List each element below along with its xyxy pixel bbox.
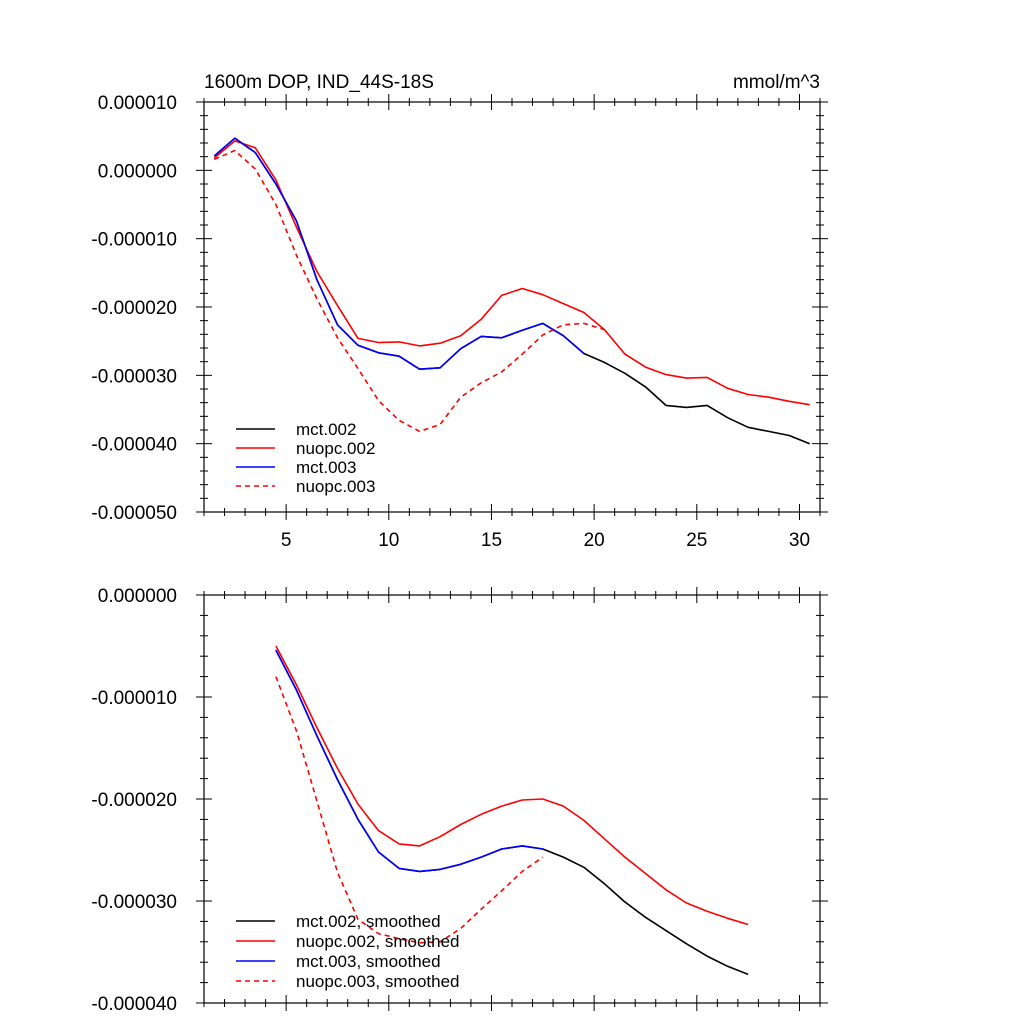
x-tick-label: 5 [281, 530, 292, 551]
y-tick-label: -0.000020 [91, 298, 177, 319]
x-tick-label: 20 [584, 530, 605, 551]
y-tick-label: -0.000010 [91, 230, 177, 251]
legend-label-3: nuopc.003 [296, 477, 375, 496]
plot-frame [203, 101, 821, 513]
legend-label-2: mct.003 [296, 458, 356, 477]
y-tick-label: -0.000030 [91, 366, 177, 387]
x-tick-label: 30 [789, 530, 810, 551]
series-line-1 [213, 140, 810, 406]
top-panel-title: 1600m DOP, IND_44S-18S [204, 72, 434, 93]
x-tick-label: 25 [686, 530, 707, 551]
plot-frame [203, 594, 821, 1004]
x-tick-label: 10 [378, 530, 399, 551]
series-line-2 [275, 649, 543, 873]
top-panel: 1600m DOP, IND_44S-18S mmol/m^3 0.000010… [91, 72, 828, 551]
y-tick-label: 0.000010 [98, 93, 177, 114]
legend-label-1: nuopc.002 [296, 439, 375, 458]
y-tick-label: -0.000040 [91, 435, 177, 456]
y-tick-label: -0.000050 [91, 503, 177, 524]
y-tick-label: 0.000000 [98, 161, 177, 182]
series-line-2 [213, 137, 585, 371]
top-panel-units: mmol/m^3 [733, 72, 820, 93]
y-tick-label: -0.000010 [91, 688, 177, 709]
legend-label-0: mct.002, smoothed [296, 912, 441, 931]
y-tick-label: -0.000040 [91, 994, 177, 1015]
series-line-1 [275, 645, 749, 926]
legend-label-3: nuopc.003, smoothed [296, 972, 460, 991]
series-line-3 [213, 149, 605, 433]
x-tick-label: 15 [481, 530, 502, 551]
y-tick-label: -0.000020 [91, 790, 177, 811]
legend-label-2: mct.003, smoothed [296, 952, 441, 971]
y-tick-label: -0.000030 [91, 892, 177, 913]
bottom-panel: 0.000000 -0.000010 -0.000020 -0.000030 -0.00… [91, 586, 828, 1015]
series-line-3 [275, 676, 544, 944]
series-line-0 [213, 137, 810, 445]
legend-label-0: mct.002 [296, 420, 356, 439]
y-tick-label: 0.000000 [98, 586, 177, 607]
legend-label-1: nuopc.002, smoothed [296, 932, 460, 951]
